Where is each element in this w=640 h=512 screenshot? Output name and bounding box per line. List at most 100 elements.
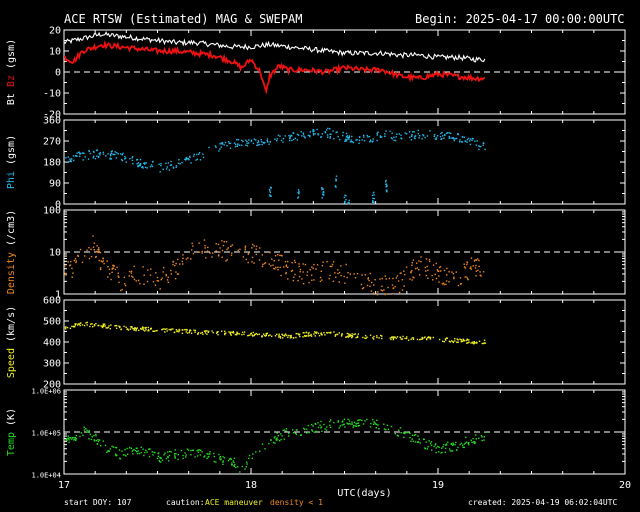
series-density [198,242,200,244]
series-speed [197,333,199,335]
series-phi [339,138,341,141]
series-phi [400,137,402,139]
series-phi [329,136,331,138]
series-density [385,278,387,280]
series-temp [431,449,433,451]
series-speed [176,330,179,332]
series-phi [417,129,419,132]
series-phi [159,171,161,173]
series-speed [317,332,320,335]
series-temp [433,445,435,448]
series-temp [100,445,102,447]
series-speed [369,334,372,336]
series-temp [204,455,206,457]
series-phi [266,140,268,142]
series-temp [283,429,286,431]
series-density [101,261,104,263]
series-density [466,278,469,280]
series-temp [142,448,144,450]
series-phi [351,140,353,143]
series-temp [282,429,284,432]
series-density [262,263,264,266]
series-speed [307,333,310,335]
series-phi [410,139,413,141]
series-temp [159,460,161,463]
series-temp [404,432,406,435]
series-phi [115,157,117,159]
series-density [459,277,462,279]
series-speed [188,331,190,334]
series-temp [80,432,83,434]
series-speed [407,339,410,341]
series-phi [79,155,81,158]
series-speed [302,336,304,338]
series-density [403,270,405,272]
series-density [453,277,455,280]
series-speed [71,325,73,328]
series-density [187,257,189,259]
series-density [479,271,481,273]
series-speed [168,328,170,331]
series-density [299,268,302,271]
series-density [388,277,391,280]
series-phi [110,158,113,160]
series-density [346,276,348,279]
series-temp [203,456,205,458]
series-density [98,250,100,252]
series-phi-excursions [371,194,374,197]
series-temp [348,423,350,425]
series-temp [447,441,449,443]
series-density [460,283,462,285]
series-density [293,276,295,278]
series-speed [258,333,260,335]
series-temp [219,458,221,461]
series-phi [237,144,239,146]
series-density [137,279,140,282]
series-density [258,259,261,261]
series-density [368,279,370,282]
series-temp [157,452,159,455]
series-density [279,254,281,257]
series-speed [217,334,219,336]
series-phi-excursions [297,197,299,199]
series-temp [114,446,117,449]
series-phi [125,161,127,163]
series-density [121,288,123,291]
series-density [475,275,477,277]
series-density [255,245,258,247]
series-phi [257,140,259,142]
series-temp [425,441,427,443]
series-density [132,276,134,278]
series-phi [111,150,113,152]
series-temp [231,462,233,464]
series-phi-excursions [270,195,272,197]
series-temp [311,423,313,426]
series-speed [471,342,474,344]
series-temp [127,453,129,455]
series-phi [471,139,473,141]
series-phi [75,154,77,157]
series-speed [475,342,477,344]
series-speed [364,337,366,339]
series-speed [460,341,462,343]
x-tick-label: 20 [619,480,631,491]
series-speed [166,330,168,332]
series-phi [175,165,178,167]
series-phi [467,137,470,140]
series-phi [81,152,84,154]
series-temp [200,449,202,451]
series-phi-excursions [269,190,271,192]
series-speed [285,333,287,335]
series-phi [73,159,75,162]
series-density [360,283,363,286]
series-phi [448,132,450,134]
series-phi [226,145,228,147]
series-density [133,265,135,268]
series-temp [385,429,387,431]
series-phi [450,132,452,135]
series-density [395,277,397,279]
series-density [429,260,431,262]
series-temp [272,441,275,444]
series-density [313,279,315,281]
series-phi [257,141,260,143]
